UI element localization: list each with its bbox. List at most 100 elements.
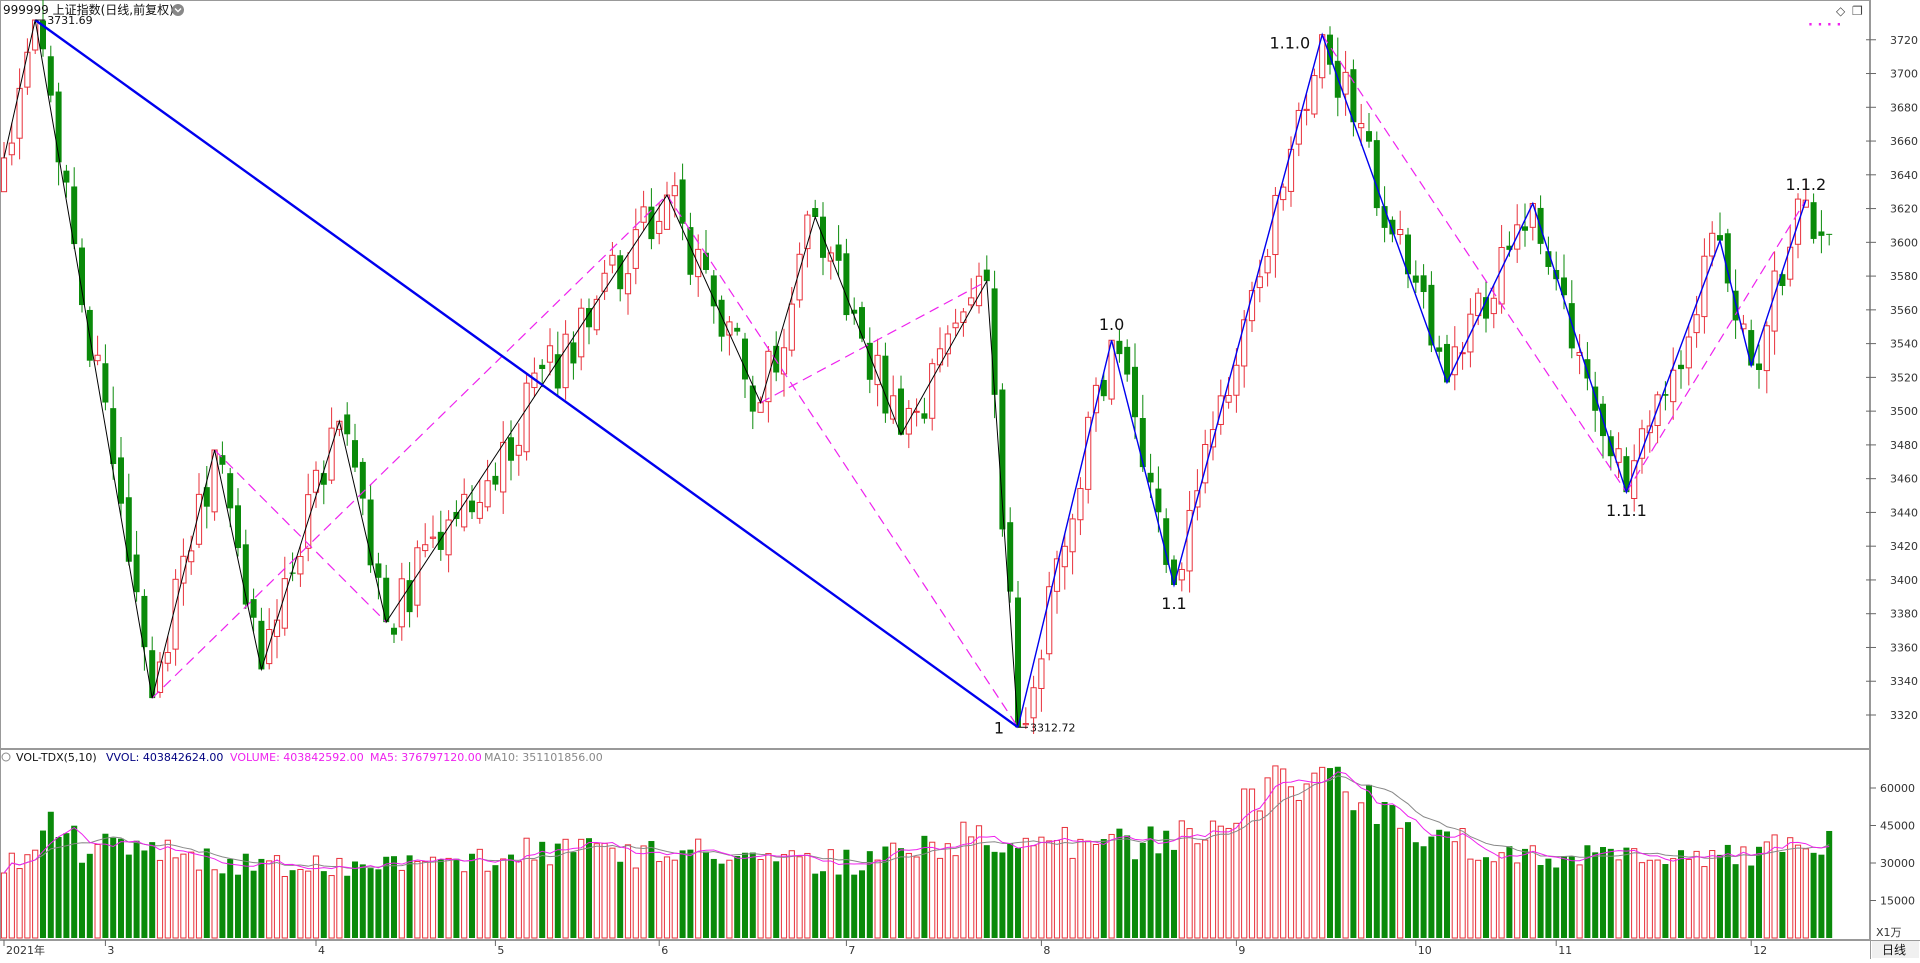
candle-body-down <box>289 572 296 574</box>
volume-bar-down <box>40 830 46 938</box>
volume-bar-down <box>1662 864 1669 938</box>
volume-bar-down <box>367 868 374 938</box>
volume-bar-down <box>1483 857 1489 938</box>
volume-bar-up <box>523 837 530 939</box>
candle-body-up <box>188 550 195 563</box>
volume-bar-up <box>944 843 951 939</box>
volume-bar-up <box>1638 862 1646 939</box>
candle-body-up <box>266 628 273 665</box>
candle-body-down <box>859 307 865 339</box>
volume-bar-up <box>827 849 834 939</box>
volume-bar-down <box>1139 842 1146 938</box>
volume-bar-up <box>1053 839 1061 939</box>
candle-body-down <box>1412 275 1419 283</box>
volume-bar-down <box>570 852 577 938</box>
volume-bar-down <box>648 841 655 938</box>
candle-body-down <box>203 487 210 507</box>
candle-body-down <box>921 413 928 419</box>
candle-body-up <box>328 427 335 481</box>
candle-body-down <box>133 554 140 593</box>
candle-body-down <box>749 385 756 412</box>
candle-body-up <box>1225 394 1232 403</box>
volume-bar-down <box>453 858 460 938</box>
volume-bar-up <box>601 842 608 939</box>
candle-body-down <box>710 275 717 307</box>
volume-bar-up <box>429 856 437 939</box>
title-menu-button[interactable] <box>172 4 184 16</box>
volume-bar-up <box>484 870 491 939</box>
candle-body-down <box>250 599 257 618</box>
volume-bar-down <box>250 870 257 938</box>
candle-body-down <box>79 247 85 306</box>
candle-body-up <box>445 519 452 556</box>
candle-body-up <box>1272 194 1279 256</box>
candle-body-up <box>1092 384 1100 414</box>
diamond-icon[interactable]: ◇ <box>1836 4 1846 18</box>
wave-label: 1.1.0 <box>1269 34 1310 53</box>
candle-body-up <box>1701 255 1708 318</box>
candle-body-down <box>570 342 577 364</box>
volume-bar-up <box>1295 799 1302 939</box>
price-tick-label: 3540 <box>1890 338 1918 351</box>
candle-body-down <box>344 414 351 435</box>
candle-body-down <box>55 91 62 163</box>
candle-body-up <box>164 652 171 664</box>
restore-window-icon[interactable]: ❐ <box>1852 4 1863 18</box>
volume-bar-up <box>1358 802 1365 939</box>
volume-bar-up <box>1092 843 1100 939</box>
candle-body-up <box>1256 276 1263 289</box>
candle-body-down <box>1124 346 1131 375</box>
dashed-trend-line <box>666 194 1019 728</box>
candle-body-up <box>1186 509 1193 572</box>
volume-bar-down <box>1350 810 1357 938</box>
volume-bar-up <box>1342 791 1349 939</box>
volume-bar-down <box>1506 846 1513 938</box>
candle-body-up <box>640 206 647 223</box>
volume-bar-down <box>554 843 561 938</box>
volume-bar-up <box>476 848 483 939</box>
volume-bar-down <box>843 849 850 938</box>
volume-bar-down <box>508 854 514 938</box>
volume-bar-up <box>211 869 218 939</box>
candle-body-up <box>1303 108 1310 111</box>
volume-bar-down <box>773 861 780 938</box>
blue-wave-line <box>1017 32 1807 728</box>
volume-bar-up <box>913 856 920 939</box>
volume-bar-down <box>1444 831 1450 938</box>
dashed-trend-line <box>760 280 988 404</box>
candle-body-down <box>1132 366 1138 418</box>
volume-bar-down <box>851 874 858 938</box>
candle-body-down <box>110 408 117 465</box>
candle-body-down <box>118 457 124 504</box>
time-tick-label: 12 <box>1753 944 1767 957</box>
candle-body-down <box>734 327 741 332</box>
candle-body-down <box>1678 364 1684 370</box>
volume-bar-down <box>1818 854 1825 938</box>
volume-bar-down <box>921 835 928 938</box>
period-label[interactable]: 日线 <box>1882 943 1906 957</box>
candle-body-down <box>773 345 780 373</box>
volume-bar-down <box>1568 856 1575 938</box>
price-tick-label: 3640 <box>1890 169 1918 182</box>
chevron-down-circle-icon[interactable] <box>172 4 184 16</box>
volume-bar-down <box>1623 847 1630 938</box>
candle-body-down <box>1436 347 1443 352</box>
price-tick-label: 3720 <box>1890 34 1918 47</box>
time-tick-label: 11 <box>1558 944 1572 957</box>
volume-bar-down <box>1436 829 1443 938</box>
volume-bar-up <box>1397 827 1404 939</box>
candle-body-up <box>929 363 936 419</box>
volume-bar-up <box>32 849 39 939</box>
volume-bar-up <box>1514 862 1521 939</box>
volume-bar-up <box>1186 828 1193 939</box>
candle-body-down <box>102 363 109 403</box>
candle-body-down <box>1327 34 1333 65</box>
dashed-trend-line <box>1321 34 1627 493</box>
candle-body-up <box>500 441 507 493</box>
volume-bar-up <box>1787 837 1794 939</box>
volume-bar-up <box>1771 834 1778 939</box>
volume-bar-up <box>1194 843 1201 939</box>
volume-bar-up <box>1685 858 1692 939</box>
candle-body-up <box>281 578 288 629</box>
circle-icon[interactable] <box>1 752 11 762</box>
